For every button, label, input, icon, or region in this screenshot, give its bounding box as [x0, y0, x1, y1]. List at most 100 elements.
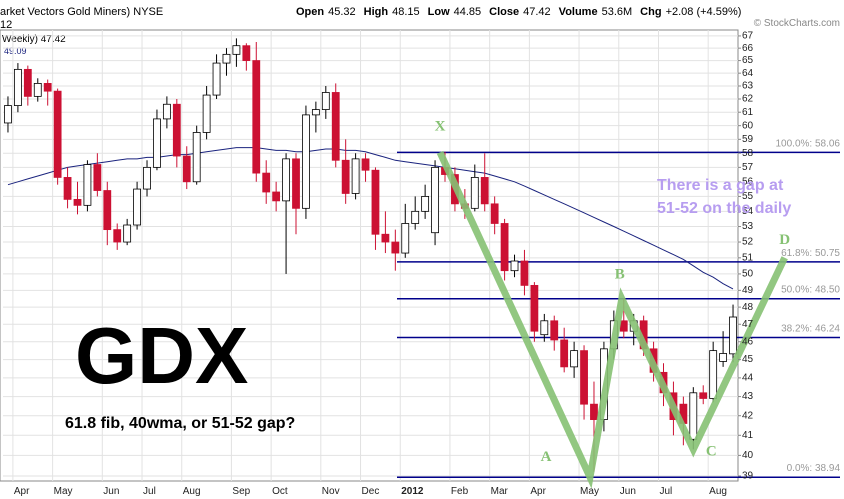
x-tick-label: 2012 [401, 486, 424, 497]
pattern-line [436, 150, 788, 489]
candle-body [242, 45, 251, 61]
quote-line: Open 45.32 High 48.15 Low 44.85 Close 47.42 Volu… [296, 6, 741, 18]
candle-body [530, 284, 539, 332]
candle-body [719, 353, 728, 362]
candle-body [162, 103, 171, 120]
candle-body [520, 260, 529, 286]
candle-body [709, 350, 718, 399]
y-tick-label: 42 [742, 410, 754, 421]
candle-body [699, 392, 708, 399]
candle-body [23, 68, 32, 97]
candle-body [391, 241, 400, 254]
candle-body [411, 210, 420, 224]
candle-body [619, 320, 628, 332]
candle-body [729, 316, 737, 355]
pattern: X A B C D [435, 118, 790, 489]
y-tick-label: 51 [742, 252, 754, 263]
quote-value: 48.15 [392, 6, 420, 18]
candle-body [33, 83, 42, 97]
pattern-label: B [615, 267, 625, 283]
candle-body [361, 158, 370, 171]
candle-body [590, 403, 598, 420]
x-tick-label: Feb [451, 486, 469, 497]
candle-body [282, 158, 290, 202]
candle-body [232, 45, 241, 55]
x-tick-label: Aug [183, 486, 201, 497]
x-tick-label: Oct [272, 486, 288, 497]
y-tick-label: 53 [742, 221, 754, 232]
candle-body [123, 224, 132, 243]
x-tick-label: Jul [660, 486, 673, 497]
fib-label: 100.0%: 58.06 [776, 138, 841, 149]
y-tick-label: 49 [742, 285, 754, 296]
candle-body [43, 83, 52, 92]
y-tick-label: 48 [742, 302, 754, 313]
candle-body [73, 198, 82, 206]
y-tick-label: 67 [742, 31, 754, 42]
x-tick-label: Mar [491, 486, 509, 497]
candle-body [431, 166, 439, 234]
candle-body [560, 339, 569, 368]
y-tick-label: 39 [742, 471, 754, 482]
x-tick-label: Sep [232, 486, 250, 497]
x-tick-label: Apr [14, 486, 30, 497]
candle-body [331, 92, 340, 161]
candle-body [371, 169, 380, 235]
y-tick-label: 50 [742, 269, 754, 280]
pattern-label: A [541, 449, 552, 465]
candle-body [172, 103, 181, 157]
y-tick-label: 66 [742, 43, 754, 54]
y-tick-label: 45 [742, 354, 754, 365]
note: There is a gap at 51-52 on the daily [657, 177, 791, 217]
candle-body [321, 92, 330, 110]
candle-body [570, 350, 579, 368]
x-tick-label: Nov [322, 486, 340, 497]
y-tick-label: 40 [742, 450, 754, 461]
x-tick-label: May [580, 486, 599, 497]
candle-body [182, 155, 191, 183]
candle-body [272, 191, 281, 202]
fib-label: 38.2%: 46.24 [781, 324, 840, 335]
candle-body [302, 114, 310, 209]
y-tick-label: 41 [742, 430, 754, 441]
candle-body [341, 159, 350, 194]
axis: 39 40 41 42 43 44 45 46 47 48 49 50 51 52 53 54 55 56 57 58… [14, 31, 754, 497]
quote-label: Volume [559, 6, 598, 18]
y-tick-label: 56 [742, 176, 754, 187]
candle-body [540, 320, 549, 336]
candle-body [53, 90, 62, 178]
candle-body [550, 320, 559, 341]
candle-body [222, 53, 231, 64]
quote-value: 45.32 [328, 6, 356, 18]
source: © StockCharts.com [754, 18, 840, 29]
candle-body [381, 233, 390, 243]
y-tick-label: 54 [742, 206, 754, 217]
moving-average [7, 147, 734, 290]
y-tick-label: 64 [742, 68, 754, 79]
candle-body [311, 109, 320, 116]
symbol: GDX [75, 311, 248, 400]
quote-label: High [364, 6, 389, 18]
candle-body [202, 94, 211, 133]
x-tick-label: Aug [709, 486, 727, 497]
candle-body [262, 172, 271, 193]
y-tick-label: 65 [742, 55, 754, 66]
y-tick-label: 63 [742, 81, 754, 92]
y-tick-label: 60 [742, 120, 754, 131]
y-tick-label: 61 [742, 107, 754, 118]
pattern-label: X [435, 118, 446, 134]
x-tick-label: May [54, 486, 73, 497]
quote-value: +2.08 (+4.59%) [666, 6, 742, 18]
y-tick-label: 44 [742, 373, 754, 384]
quote-value: 53.6M [602, 6, 633, 18]
candle-body [351, 158, 360, 194]
y-tick-label: 47 [742, 319, 754, 330]
candle-body [401, 223, 410, 254]
candle-body [83, 164, 92, 206]
x-tick-label: Apr [530, 486, 546, 497]
candle-body [113, 229, 122, 243]
candle-body [421, 196, 430, 212]
note-line: There is a gap at [657, 177, 784, 194]
quote-label: Open [296, 6, 324, 18]
